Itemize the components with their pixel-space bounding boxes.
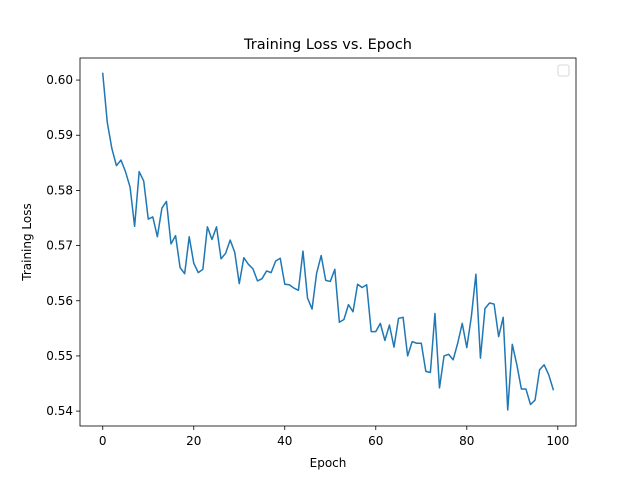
y-tick-label-2: 0.56 (46, 294, 73, 308)
x-tick-label-80: 80 (459, 434, 474, 448)
axes-frame (79, 57, 577, 427)
x-tick-label-60: 60 (368, 434, 383, 448)
x-tick-label-100: 100 (546, 434, 569, 448)
y-tick-label-1: 0.55 (46, 349, 73, 363)
y-tick-label-4: 0.58 (46, 183, 73, 197)
plot-area: 0 20 40 60 80 100 0.54 0.55 0.56 0.57 0.58 0.59 0.60 (46, 57, 577, 448)
y-tick-label-5: 0.59 (46, 128, 73, 142)
y-tick-label-6: 0.60 (46, 73, 73, 87)
x-tick-label-20: 20 (186, 434, 201, 448)
y-tick-label-0: 0.54 (46, 404, 73, 418)
x-tick-label-40: 40 (277, 434, 292, 448)
y-axis-label: Training Loss (20, 203, 34, 281)
y-tick-label-3: 0.57 (46, 239, 73, 253)
x-axis-label: Epoch (310, 456, 347, 470)
series-line-0 (101, 72, 555, 411)
x-tick-label-0: 0 (99, 434, 107, 448)
chart-title: Training Loss vs. Epoch (243, 37, 412, 53)
legend-box (557, 64, 570, 77)
